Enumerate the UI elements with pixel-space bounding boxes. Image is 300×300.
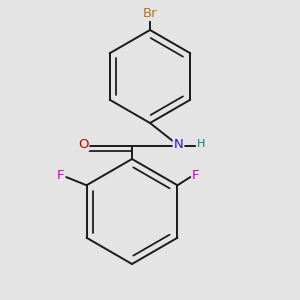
Text: Br: Br: [143, 7, 157, 20]
Text: O: O: [78, 137, 88, 151]
Text: H: H: [197, 139, 205, 149]
Text: F: F: [192, 169, 200, 182]
Text: F: F: [57, 169, 64, 182]
Text: N: N: [174, 137, 183, 151]
